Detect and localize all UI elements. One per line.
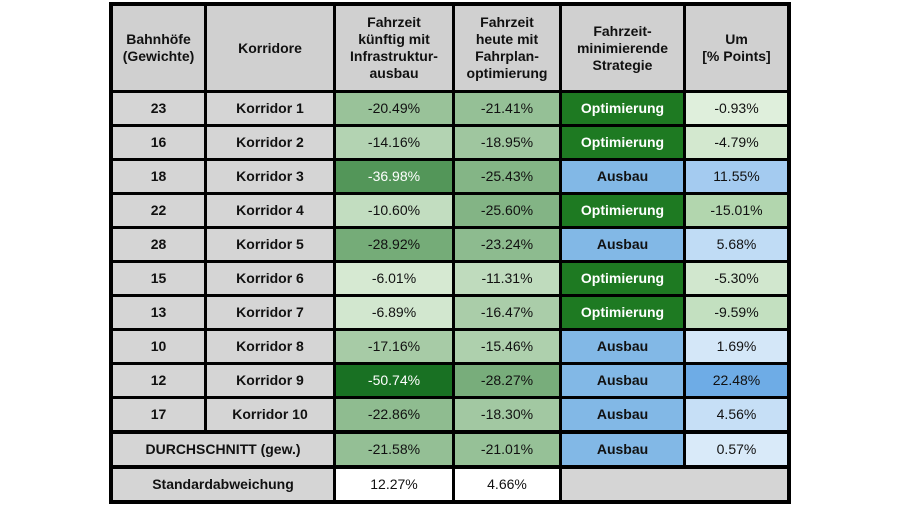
header-difference: Um [% Points] [686,6,787,90]
stddev-empty-cell [562,469,787,500]
row-travel-time-optimization: -23.24% [455,229,559,260]
row-strategy-badge: Optimierung [562,127,683,158]
row-difference: -0.93% [686,93,787,124]
header-corridors: Korridore [207,6,333,90]
row-travel-time-expansion: -17.16% [336,331,452,362]
row-difference: 4.56% [686,399,787,430]
row-corridor: Korridor 3 [207,161,333,192]
row-strategy-badge: Ausbau [562,365,683,396]
average-label: DURCHSCHNITT (gew.) [113,434,333,465]
row-weight: 28 [113,229,204,260]
row-travel-time-expansion: -22.86% [336,399,452,430]
average-difference: 0.57% [686,434,787,465]
row-difference: -4.79% [686,127,787,158]
row-weight: 12 [113,365,204,396]
row-corridor: Korridor 6 [207,263,333,294]
row-strategy-badge: Optimierung [562,263,683,294]
row-corridor: Korridor 5 [207,229,333,260]
average-travel-time-expansion: -21.58% [336,434,452,465]
row-difference: -5.30% [686,263,787,294]
row-strategy-badge: Ausbau [562,161,683,192]
row-strategy-badge: Ausbau [562,399,683,430]
row-travel-time-optimization: -11.31% [455,263,559,294]
row-difference: 11.55% [686,161,787,192]
row-difference: 22.48% [686,365,787,396]
row-travel-time-expansion: -20.49% [336,93,452,124]
stddev-travel-time-optimization: 4.66% [455,469,559,500]
row-difference: -15.01% [686,195,787,226]
row-weight: 15 [113,263,204,294]
row-corridor: Korridor 7 [207,297,333,328]
row-strategy-badge: Ausbau [562,229,683,260]
header-travel-time-optimization: Fahrzeit heute mit Fahrplan- optimierung [455,6,559,90]
row-travel-time-optimization: -28.27% [455,365,559,396]
row-weight: 13 [113,297,204,328]
row-travel-time-optimization: -18.95% [455,127,559,158]
row-travel-time-optimization: -15.46% [455,331,559,362]
row-weight: 23 [113,93,204,124]
row-travel-time-optimization: -21.41% [455,93,559,124]
row-difference: 1.69% [686,331,787,362]
row-strategy-badge: Optimierung [562,297,683,328]
stddev-label: Standardabweichung [113,469,333,500]
average-strategy-badge: Ausbau [562,434,683,465]
header-weights: Bahnhöfe (Gewichte) [113,6,204,90]
row-strategy-badge: Ausbau [562,331,683,362]
header-travel-time-expansion: Fahrzeit künftig mit Infrastruktur- ausb… [336,6,452,90]
row-travel-time-expansion: -6.89% [336,297,452,328]
row-travel-time-expansion: -14.16% [336,127,452,158]
row-travel-time-optimization: -18.30% [455,399,559,430]
row-travel-time-expansion: -10.60% [336,195,452,226]
row-travel-time-expansion: -6.01% [336,263,452,294]
row-weight: 17 [113,399,204,430]
row-travel-time-expansion: -50.74% [336,365,452,396]
row-corridor: Korridor 4 [207,195,333,226]
row-weight: 22 [113,195,204,226]
row-corridor: Korridor 8 [207,331,333,362]
row-travel-time-optimization: -16.47% [455,297,559,328]
row-corridor: Korridor 9 [207,365,333,396]
row-strategy-badge: Optimierung [562,195,683,226]
row-strategy-badge: Optimierung [562,93,683,124]
row-travel-time-optimization: -25.60% [455,195,559,226]
row-corridor: Korridor 10 [207,399,333,430]
row-weight: 10 [113,331,204,362]
row-travel-time-optimization: -25.43% [455,161,559,192]
row-difference: -9.59% [686,297,787,328]
row-difference: 5.68% [686,229,787,260]
row-weight: 16 [113,127,204,158]
header-strategy: Fahrzeit- minimierende Strategie [562,6,683,90]
average-travel-time-optimization: -21.01% [455,434,559,465]
row-corridor: Korridor 1 [207,93,333,124]
row-corridor: Korridor 2 [207,127,333,158]
row-travel-time-expansion: -36.98% [336,161,452,192]
corridor-table: Bahnhöfe (Gewichte) Korridore Fahrzeit kün… [109,2,791,504]
stddev-travel-time-expansion: 12.27% [336,469,452,500]
row-weight: 18 [113,161,204,192]
row-travel-time-expansion: -28.92% [336,229,452,260]
